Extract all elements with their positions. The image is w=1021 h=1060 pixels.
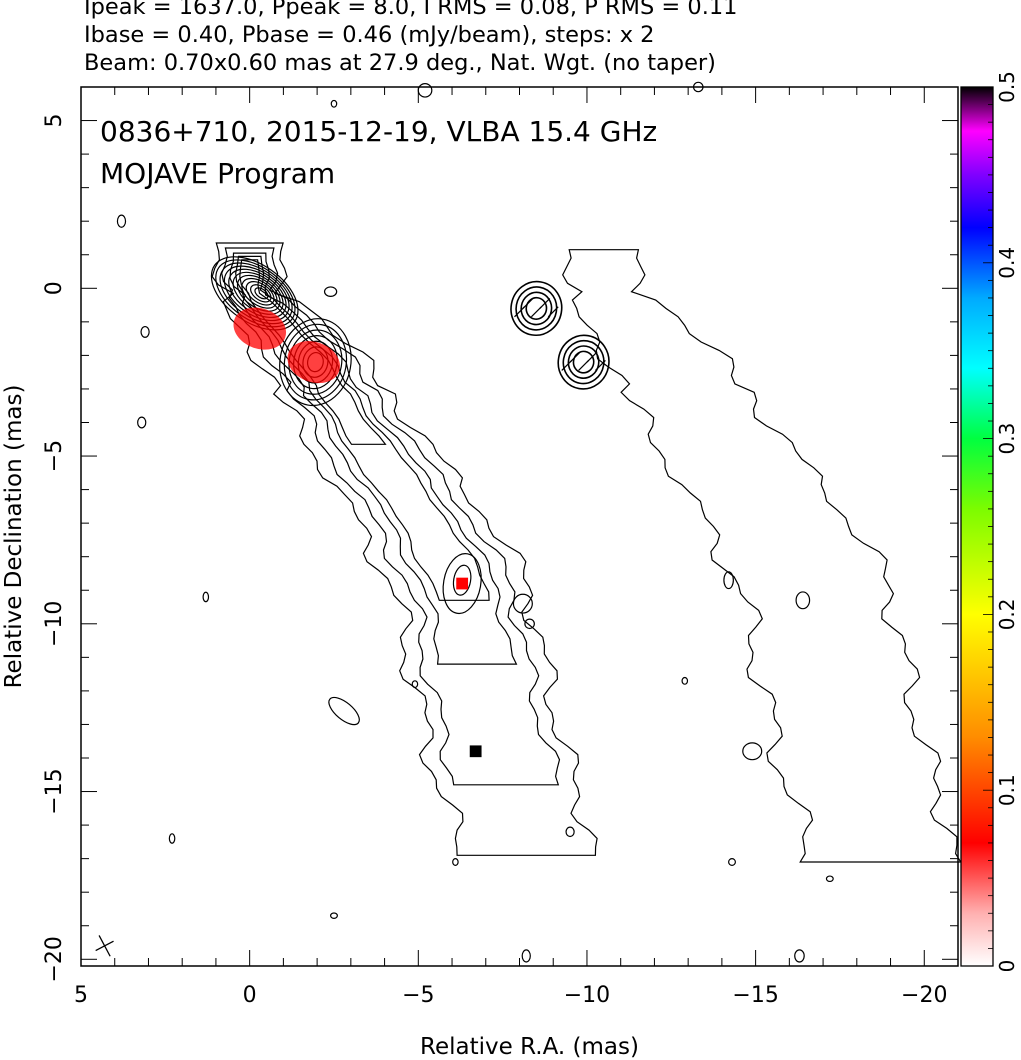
noise-island-3 [140,325,150,338]
polarization-component-1-contour-3 [520,291,553,326]
polarization-component-1-contour-1 [510,280,563,337]
polarization-vector [539,297,551,309]
y-axis-label: Relative Declination (mas) [1,385,27,689]
total-intensity-contour-1 [211,242,598,856]
noise-island-4 [137,416,147,429]
polarization-vector [595,360,606,371]
polarization-component-2-contour-4 [572,350,595,374]
x-tick-label: −15 [732,983,778,1008]
polarization-vector [547,306,559,318]
beam-minor-axis [95,940,114,952]
chart-title: 0836+710, 2015-12-19, VLBA 15.4 GHz [100,115,657,148]
plot-text: 5 0 −5 −10 −15 −20 5 0 −5 −10 −15 −20 Relative R.A. … [1,71,1019,1060]
fractional-polarization-pixel-4 [469,745,482,758]
polarization-island-5 [728,858,736,866]
noise-island-12 [521,949,531,963]
noise-island-2 [116,214,127,228]
y-tick-label: 0 [42,281,67,295]
polarization-vector [530,306,542,318]
fractional-polarization-region-2 [287,341,341,384]
y-tick-label: −5 [42,440,67,472]
fractional-polarization-region-1 [233,307,287,350]
core-contour-9 [245,281,275,306]
x-tick-label: 0 [243,983,257,1008]
colorbar-tick-label: 0.1 [995,774,1019,806]
core-contour-8 [241,277,278,309]
polarization-island-1 [723,571,734,590]
polarization-vector [569,351,581,363]
y-tick-label: −20 [42,936,67,982]
polarization-component-2-contour-3 [567,345,600,379]
knot-contour-inner [452,564,472,596]
total-intensity-contour-2 [221,247,561,786]
x-tick-label: −20 [901,983,947,1008]
plot-data-layer [95,81,962,963]
colorbar-tick-label: 0 [995,960,1019,973]
noise-island-5 [202,591,210,603]
noise-island-7 [411,680,419,689]
fractional-polarization-pixel-3 [456,577,469,590]
x-tick-label: −5 [402,983,434,1008]
header-line-1: Ipeak = 1637.0, Ppeak = 8.0, I RMS = 0.0… [84,0,738,20]
knot-contour-outer [442,553,482,615]
polarization-contour-outer [562,249,962,863]
knot-contour-1 [279,318,352,407]
noise-island-11 [565,826,575,838]
polarization-component-2-contour-2 [562,339,605,385]
core-contour-11 [254,287,269,300]
header-line-3: Beam: 0.70x0.60 mas at 27.9 deg., Nat. W… [84,50,716,76]
x-tick-label: −10 [564,983,610,1008]
core-contour-7 [236,274,281,312]
polarization-island-4 [742,742,763,761]
core-contour-6 [232,271,284,315]
polarization-vector [522,297,534,309]
noise-island-9 [524,618,535,630]
x-tick-label: 5 [74,983,88,1008]
colorbar-tick-label: 0.3 [995,423,1019,455]
knot-contour-2 [283,323,348,401]
x-axis-label: Relative R.A. (mas) [420,1034,639,1060]
noise-island-13 [168,833,176,844]
polarization-vector [514,306,525,318]
polarization-component-1-contour-2 [515,286,558,331]
polarization-vector [586,351,598,363]
colorbar-tick-label: 0.2 [995,598,1019,630]
colorbar [960,86,994,967]
total-intensity-contour-3 [229,252,518,665]
noise-island-8 [512,593,533,614]
noise-island-15 [330,99,338,108]
polarization-island-6 [825,875,834,883]
polarization-island-7 [794,949,805,963]
plot-frame [80,86,994,967]
y-tick-label: 5 [42,114,67,128]
noise-island-6 [323,286,338,297]
noise-island-10 [452,858,459,866]
y-tick-label: −10 [42,601,67,647]
polarization-component-2-contour-1 [557,334,610,390]
noise-island-14 [330,912,338,919]
core-contour-10 [250,284,272,303]
total-intensity-contour-4 [235,255,490,601]
noise-island-1 [328,696,360,726]
polarization-vector [578,360,590,371]
polarization-island-2 [795,591,811,610]
polarization-component-1-contour-4 [525,296,548,320]
colorbar-tick-label: 0.5 [995,71,1019,103]
header-line-2: Ibase = 0.40, Pbase = 0.46 (mJy/beam), s… [84,22,655,48]
plot-border [80,86,959,967]
y-tick-label: −15 [42,768,67,814]
polarization-island-3 [681,676,689,685]
polarization-vector [561,360,573,371]
chart-subtitle: MOJAVE Program [100,157,335,190]
polarization-island-9 [417,83,433,98]
colorbar-tick-label: 0.4 [995,247,1019,279]
